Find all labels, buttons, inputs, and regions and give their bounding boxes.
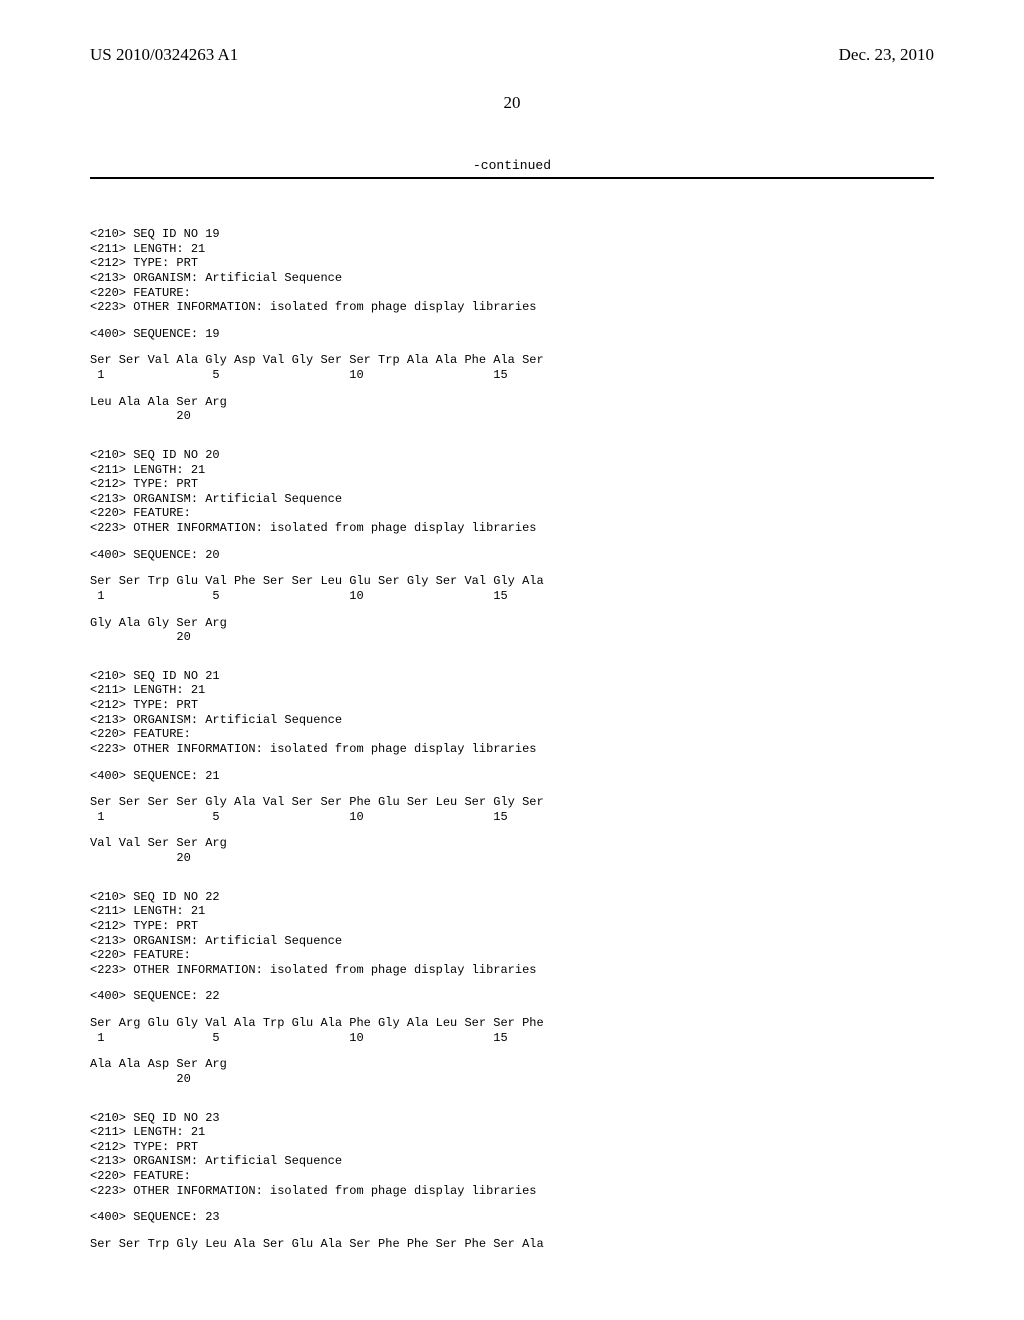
position-number-line: 20 — [90, 851, 934, 866]
sequence-block: <210> SEQ ID NO 23<211> LENGTH: 21<212> … — [90, 1111, 934, 1252]
sequence-meta-line: <211> LENGTH: 21 — [90, 904, 934, 919]
sequence-meta-line: <213> ORGANISM: Artificial Sequence — [90, 1154, 934, 1169]
sequence-label: <400> SEQUENCE: 22 — [90, 989, 934, 1004]
sequence-meta-line: <213> ORGANISM: Artificial Sequence — [90, 934, 934, 949]
continued-label: -continued — [90, 158, 934, 173]
position-number-line: 20 — [90, 409, 934, 424]
page-number: 20 — [90, 93, 934, 113]
sequence-meta-line: <211> LENGTH: 21 — [90, 1125, 934, 1140]
sequences-container: <210> SEQ ID NO 19<211> LENGTH: 21<212> … — [90, 227, 934, 1252]
sequence-meta-line: <213> ORGANISM: Artificial Sequence — [90, 492, 934, 507]
amino-acid-line: Ser Ser Val Ala Gly Asp Val Gly Ser Ser … — [90, 353, 934, 368]
sequence-meta-line: <213> ORGANISM: Artificial Sequence — [90, 713, 934, 728]
amino-acid-line: Ala Ala Asp Ser Arg — [90, 1057, 934, 1072]
amino-acid-line: Ser Ser Trp Glu Val Phe Ser Ser Leu Glu … — [90, 574, 934, 589]
position-number-line: 20 — [90, 1072, 934, 1087]
sequence-meta-line: <220> FEATURE: — [90, 506, 934, 521]
sequence-meta-line: <220> FEATURE: — [90, 948, 934, 963]
sequence-meta-line: <223> OTHER INFORMATION: isolated from p… — [90, 1184, 934, 1199]
sequence-meta-line: <211> LENGTH: 21 — [90, 463, 934, 478]
publication-number: US 2010/0324263 A1 — [90, 45, 238, 65]
sequence-meta-line: <213> ORGANISM: Artificial Sequence — [90, 271, 934, 286]
sequence-label: <400> SEQUENCE: 19 — [90, 327, 934, 342]
horizontal-rule — [90, 177, 934, 179]
sequence-meta-line: <212> TYPE: PRT — [90, 477, 934, 492]
sequence-meta-line: <210> SEQ ID NO 22 — [90, 890, 934, 905]
sequence-block: <210> SEQ ID NO 20<211> LENGTH: 21<212> … — [90, 448, 934, 645]
sequence-meta-line: <211> LENGTH: 21 — [90, 683, 934, 698]
amino-acid-line: Ser Ser Ser Ser Gly Ala Val Ser Ser Phe … — [90, 795, 934, 810]
sequence-meta-line: <223> OTHER INFORMATION: isolated from p… — [90, 521, 934, 536]
amino-acid-line: Val Val Ser Ser Arg — [90, 836, 934, 851]
position-number-line: 1 5 10 15 — [90, 589, 934, 604]
sequence-block: <210> SEQ ID NO 21<211> LENGTH: 21<212> … — [90, 669, 934, 866]
amino-acid-line: Leu Ala Ala Ser Arg — [90, 395, 934, 410]
sequence-meta-line: <212> TYPE: PRT — [90, 256, 934, 271]
sequence-meta-line: <220> FEATURE: — [90, 727, 934, 742]
sequence-meta-line: <220> FEATURE: — [90, 286, 934, 301]
sequence-meta-line: <210> SEQ ID NO 21 — [90, 669, 934, 684]
sequence-meta-line: <223> OTHER INFORMATION: isolated from p… — [90, 742, 934, 757]
sequence-meta-line: <223> OTHER INFORMATION: isolated from p… — [90, 300, 934, 315]
sequence-label: <400> SEQUENCE: 23 — [90, 1210, 934, 1225]
sequence-block: <210> SEQ ID NO 22<211> LENGTH: 21<212> … — [90, 890, 934, 1087]
sequence-meta-line: <223> OTHER INFORMATION: isolated from p… — [90, 963, 934, 978]
sequence-meta-line: <220> FEATURE: — [90, 1169, 934, 1184]
position-number-line: 1 5 10 15 — [90, 810, 934, 825]
header-row: US 2010/0324263 A1 Dec. 23, 2010 — [90, 45, 934, 65]
sequence-meta-line: <211> LENGTH: 21 — [90, 242, 934, 257]
amino-acid-line: Ser Ser Trp Gly Leu Ala Ser Glu Ala Ser … — [90, 1237, 934, 1252]
position-number-line: 20 — [90, 630, 934, 645]
sequence-meta-line: <210> SEQ ID NO 20 — [90, 448, 934, 463]
position-number-line: 1 5 10 15 — [90, 1031, 934, 1046]
sequence-meta-line: <210> SEQ ID NO 23 — [90, 1111, 934, 1126]
publication-date: Dec. 23, 2010 — [839, 45, 934, 65]
sequence-meta-line: <212> TYPE: PRT — [90, 919, 934, 934]
amino-acid-line: Ser Arg Glu Gly Val Ala Trp Glu Ala Phe … — [90, 1016, 934, 1031]
sequence-meta-line: <212> TYPE: PRT — [90, 1140, 934, 1155]
position-number-line: 1 5 10 15 — [90, 368, 934, 383]
sequence-meta-line: <210> SEQ ID NO 19 — [90, 227, 934, 242]
sequence-meta-line: <212> TYPE: PRT — [90, 698, 934, 713]
sequence-label: <400> SEQUENCE: 20 — [90, 548, 934, 563]
sequence-block: <210> SEQ ID NO 19<211> LENGTH: 21<212> … — [90, 227, 934, 424]
sequence-label: <400> SEQUENCE: 21 — [90, 769, 934, 784]
amino-acid-line: Gly Ala Gly Ser Arg — [90, 616, 934, 631]
